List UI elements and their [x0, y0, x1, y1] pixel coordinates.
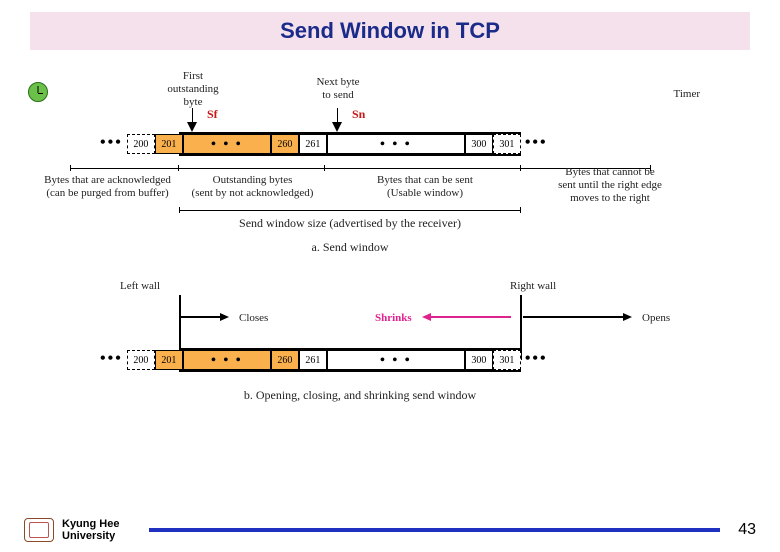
dim-window [179, 210, 521, 211]
next-byte-label: Next byte to send [303, 76, 373, 102]
uni-line1: Kyung Hee [62, 518, 119, 530]
slide-title: Send Window in TCP [30, 12, 750, 50]
dim-usable [325, 168, 521, 169]
sn-arrow-icon [332, 122, 342, 132]
strip-a: ••• 200201• • •260261• • •300301 ••• [100, 134, 548, 154]
diagram: Timer First outstanding byte Next byte t… [40, 70, 740, 470]
dim-out [179, 168, 325, 169]
uni-line2: University [62, 530, 119, 542]
dots-icon: ••• [100, 134, 123, 151]
university-logo-icon [24, 518, 54, 542]
cell-b-e2: • • • [327, 350, 465, 370]
cell-a-200: 200 [127, 134, 155, 154]
cell-a-e1: • • • [183, 134, 271, 154]
win-top [179, 132, 521, 134]
page-number: 43 [738, 521, 756, 539]
cannot-label: Bytes that cannot be sent until the righ… [535, 166, 685, 206]
cell-b-300: 300 [465, 350, 493, 370]
blue-divider [149, 528, 720, 532]
cell-a-300: 300 [465, 134, 493, 154]
win-bot [179, 154, 521, 156]
win-b-top [179, 348, 521, 350]
ack-label: Bytes that are acknowledged (can be purg… [30, 174, 185, 200]
opens-arrow: Opens [523, 308, 670, 326]
cell-b-e1: • • • [183, 350, 271, 370]
cell-b-201: 201 [155, 350, 183, 370]
sn-label: Sn [352, 107, 365, 122]
section-b-caption: b. Opening, closing, and shrinking send … [210, 388, 510, 402]
shrinks-arrow: Shrinks [375, 308, 511, 326]
dots-icon-b: ••• [100, 350, 123, 367]
timer-label: Timer [674, 88, 701, 101]
sf-line [192, 108, 193, 122]
cell-b-301: 301 [493, 350, 521, 370]
closes-arrow: Closes [180, 308, 268, 326]
outstanding-label: Outstanding bytes (sent by not acknowled… [185, 174, 320, 200]
right-wall-label: Right wall [510, 280, 556, 293]
dots-icon-br: ••• [525, 350, 548, 367]
cell-a-201: 201 [155, 134, 183, 154]
first-outstanding-label: First outstanding byte [158, 70, 228, 110]
usable-label: Bytes that can be sent (Usable window) [340, 174, 510, 200]
cell-b-261: 261 [299, 350, 327, 370]
strip-b: ••• 200201• • •260261• • •300301 ••• [100, 350, 548, 370]
left-wall-label: Left wall [120, 280, 160, 293]
sn-line [337, 108, 338, 122]
cell-b-260: 260 [271, 350, 299, 370]
win-b-bot [179, 370, 521, 372]
dim-ack [70, 168, 179, 169]
timer-icon [28, 82, 48, 102]
window-size-label: Send window size (advertised by the rece… [190, 216, 510, 230]
cell-a-e2: • • • [327, 134, 465, 154]
dots-icon-r: ••• [525, 134, 548, 151]
sf-arrow-icon [187, 122, 197, 132]
cell-b-200: 200 [127, 350, 155, 370]
footer: Kyung Hee University 43 [0, 518, 780, 542]
section-a-caption: a. Send window [280, 240, 420, 254]
cell-a-261: 261 [299, 134, 327, 154]
cell-a-301: 301 [493, 134, 521, 154]
cell-a-260: 260 [271, 134, 299, 154]
sf-label: Sf [207, 107, 218, 122]
